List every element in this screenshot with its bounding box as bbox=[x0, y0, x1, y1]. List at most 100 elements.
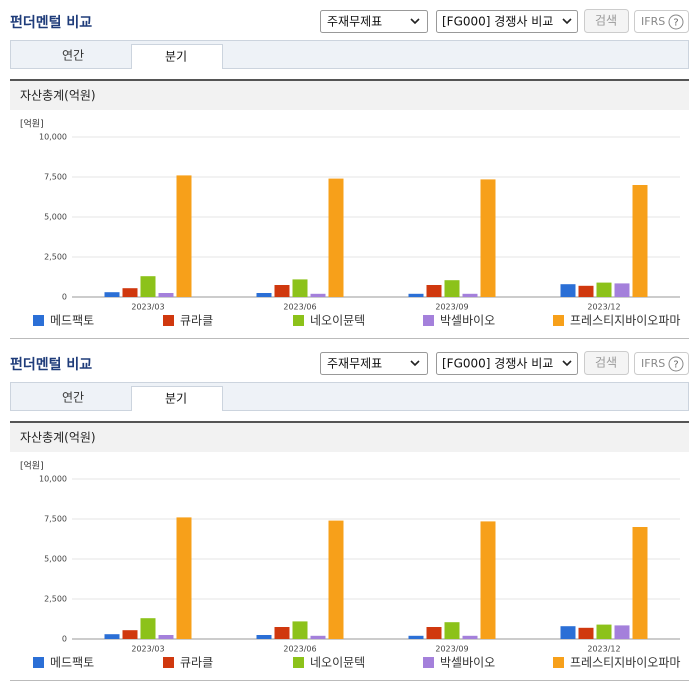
tab-active bbox=[131, 44, 223, 69]
select-box[interactable] bbox=[320, 352, 428, 375]
tab-label[interactable]: 연간 bbox=[62, 391, 84, 405]
bar bbox=[462, 293, 478, 297]
bar bbox=[578, 285, 594, 297]
x-tick-label: 2023/12 bbox=[587, 303, 620, 312]
y-tick-label: 0 bbox=[62, 293, 67, 302]
bar bbox=[560, 284, 576, 297]
bar bbox=[480, 179, 496, 297]
tab-bar bbox=[10, 382, 689, 411]
search-button[interactable] bbox=[584, 9, 629, 33]
legend-swatch bbox=[33, 315, 44, 326]
select-text: [FG000] 경쟁사 비교 bbox=[442, 357, 553, 371]
y-tick-label: 2,500 bbox=[44, 595, 67, 604]
legend-label: 메드팩토 bbox=[50, 314, 94, 328]
y-tick-label: 10,000 bbox=[39, 133, 67, 142]
legend-swatch bbox=[553, 315, 564, 326]
select-arrow bbox=[410, 360, 420, 367]
bar bbox=[104, 292, 120, 297]
x-tick-label: 2023/12 bbox=[587, 645, 620, 654]
legend-label: 메드팩토 bbox=[50, 656, 94, 670]
select-box[interactable] bbox=[436, 10, 578, 33]
bar bbox=[274, 285, 290, 297]
unit-label: [억원] bbox=[20, 460, 44, 472]
bar bbox=[408, 635, 424, 639]
tab-label[interactable]: 분기 bbox=[165, 392, 187, 406]
y-tick-label: 10,000 bbox=[39, 475, 67, 484]
select-text: 주재무제표 bbox=[327, 357, 382, 371]
bar bbox=[596, 282, 612, 297]
bar bbox=[462, 635, 478, 639]
search-button[interactable] bbox=[584, 351, 629, 375]
bar bbox=[632, 527, 648, 639]
help-icon[interactable] bbox=[668, 356, 684, 372]
legend-swatch bbox=[293, 315, 304, 326]
y-tick-label: 7,500 bbox=[44, 173, 67, 182]
bar bbox=[560, 626, 576, 639]
bar bbox=[578, 627, 594, 639]
panel: 펀더멘털 비교 주재무제표 [FG000] 경쟁사 비교 검색 IFRS ? 연간 분기자산총… bbox=[10, 9, 689, 339]
select-box[interactable] bbox=[436, 352, 578, 375]
bar bbox=[426, 285, 442, 297]
legend-label: 프레스티지바이오파마 bbox=[570, 656, 680, 670]
bar bbox=[310, 635, 326, 639]
section-header bbox=[10, 80, 689, 110]
bar bbox=[328, 520, 344, 639]
bar bbox=[310, 293, 326, 297]
tab-bar bbox=[10, 40, 689, 69]
y-tick-label: 0 bbox=[62, 635, 67, 644]
select-arrow bbox=[562, 18, 572, 25]
x-tick-label: 2023/09 bbox=[435, 303, 468, 312]
bar bbox=[480, 521, 496, 639]
panel-title: 펀더멘털 비교 bbox=[10, 356, 92, 373]
bar bbox=[614, 625, 630, 639]
section-title: 자산총계(억원) bbox=[20, 431, 96, 445]
legend-label: 프레스티지바이오파마 bbox=[570, 314, 680, 328]
select-text: 주재무제표 bbox=[327, 15, 382, 29]
legend-swatch bbox=[33, 657, 44, 668]
legend-swatch bbox=[293, 657, 304, 668]
bar bbox=[158, 293, 174, 297]
y-tick-label: 7,500 bbox=[44, 515, 67, 524]
y-tick-label: 2,500 bbox=[44, 253, 67, 262]
select-text: [FG000] 경쟁사 비교 bbox=[442, 15, 553, 29]
bar bbox=[176, 517, 192, 639]
legend-swatch bbox=[553, 657, 564, 668]
y-tick-label: 5,000 bbox=[44, 555, 67, 564]
bar bbox=[614, 283, 630, 297]
help-text: ? bbox=[673, 360, 678, 371]
tab-label[interactable]: 분기 bbox=[165, 50, 187, 64]
help-icon[interactable] bbox=[668, 14, 684, 30]
legend-label: 큐라클 bbox=[180, 314, 213, 328]
bar bbox=[104, 634, 120, 639]
ifrs-text: IFRS bbox=[641, 15, 665, 28]
legend-swatch bbox=[163, 315, 174, 326]
x-tick-label: 2023/09 bbox=[435, 645, 468, 654]
bar bbox=[426, 627, 442, 639]
bar bbox=[292, 279, 308, 297]
select-box[interactable] bbox=[320, 10, 428, 33]
tab-label[interactable]: 연간 bbox=[62, 49, 84, 63]
legend-label: 네오이뮨텍 bbox=[310, 656, 365, 670]
bar bbox=[292, 621, 308, 639]
x-tick-label: 2023/03 bbox=[131, 303, 164, 312]
bar bbox=[256, 635, 272, 639]
panel: 펀더멘털 비교 주재무제표 [FG000] 경쟁사 비교 검색 IFRS ? 연간 분기자산총… bbox=[10, 351, 689, 681]
legend-label: 큐라클 bbox=[180, 656, 213, 670]
select-arrow bbox=[562, 360, 572, 367]
y-tick-label: 5,000 bbox=[44, 213, 67, 222]
legend-swatch bbox=[163, 657, 174, 668]
section-title: 자산총계(억원) bbox=[20, 89, 96, 103]
legend-label: 박셀바이오 bbox=[440, 656, 495, 670]
bar bbox=[444, 280, 460, 297]
legend-label: 박셀바이오 bbox=[440, 314, 495, 328]
bar bbox=[632, 185, 648, 297]
bar bbox=[408, 293, 424, 297]
help-text: ? bbox=[673, 18, 678, 29]
x-tick-label: 2023/06 bbox=[283, 645, 316, 654]
bar bbox=[444, 622, 460, 639]
section-header bbox=[10, 422, 689, 452]
unit-label: [억원] bbox=[20, 118, 44, 130]
bar bbox=[140, 276, 156, 297]
bar bbox=[256, 293, 272, 297]
